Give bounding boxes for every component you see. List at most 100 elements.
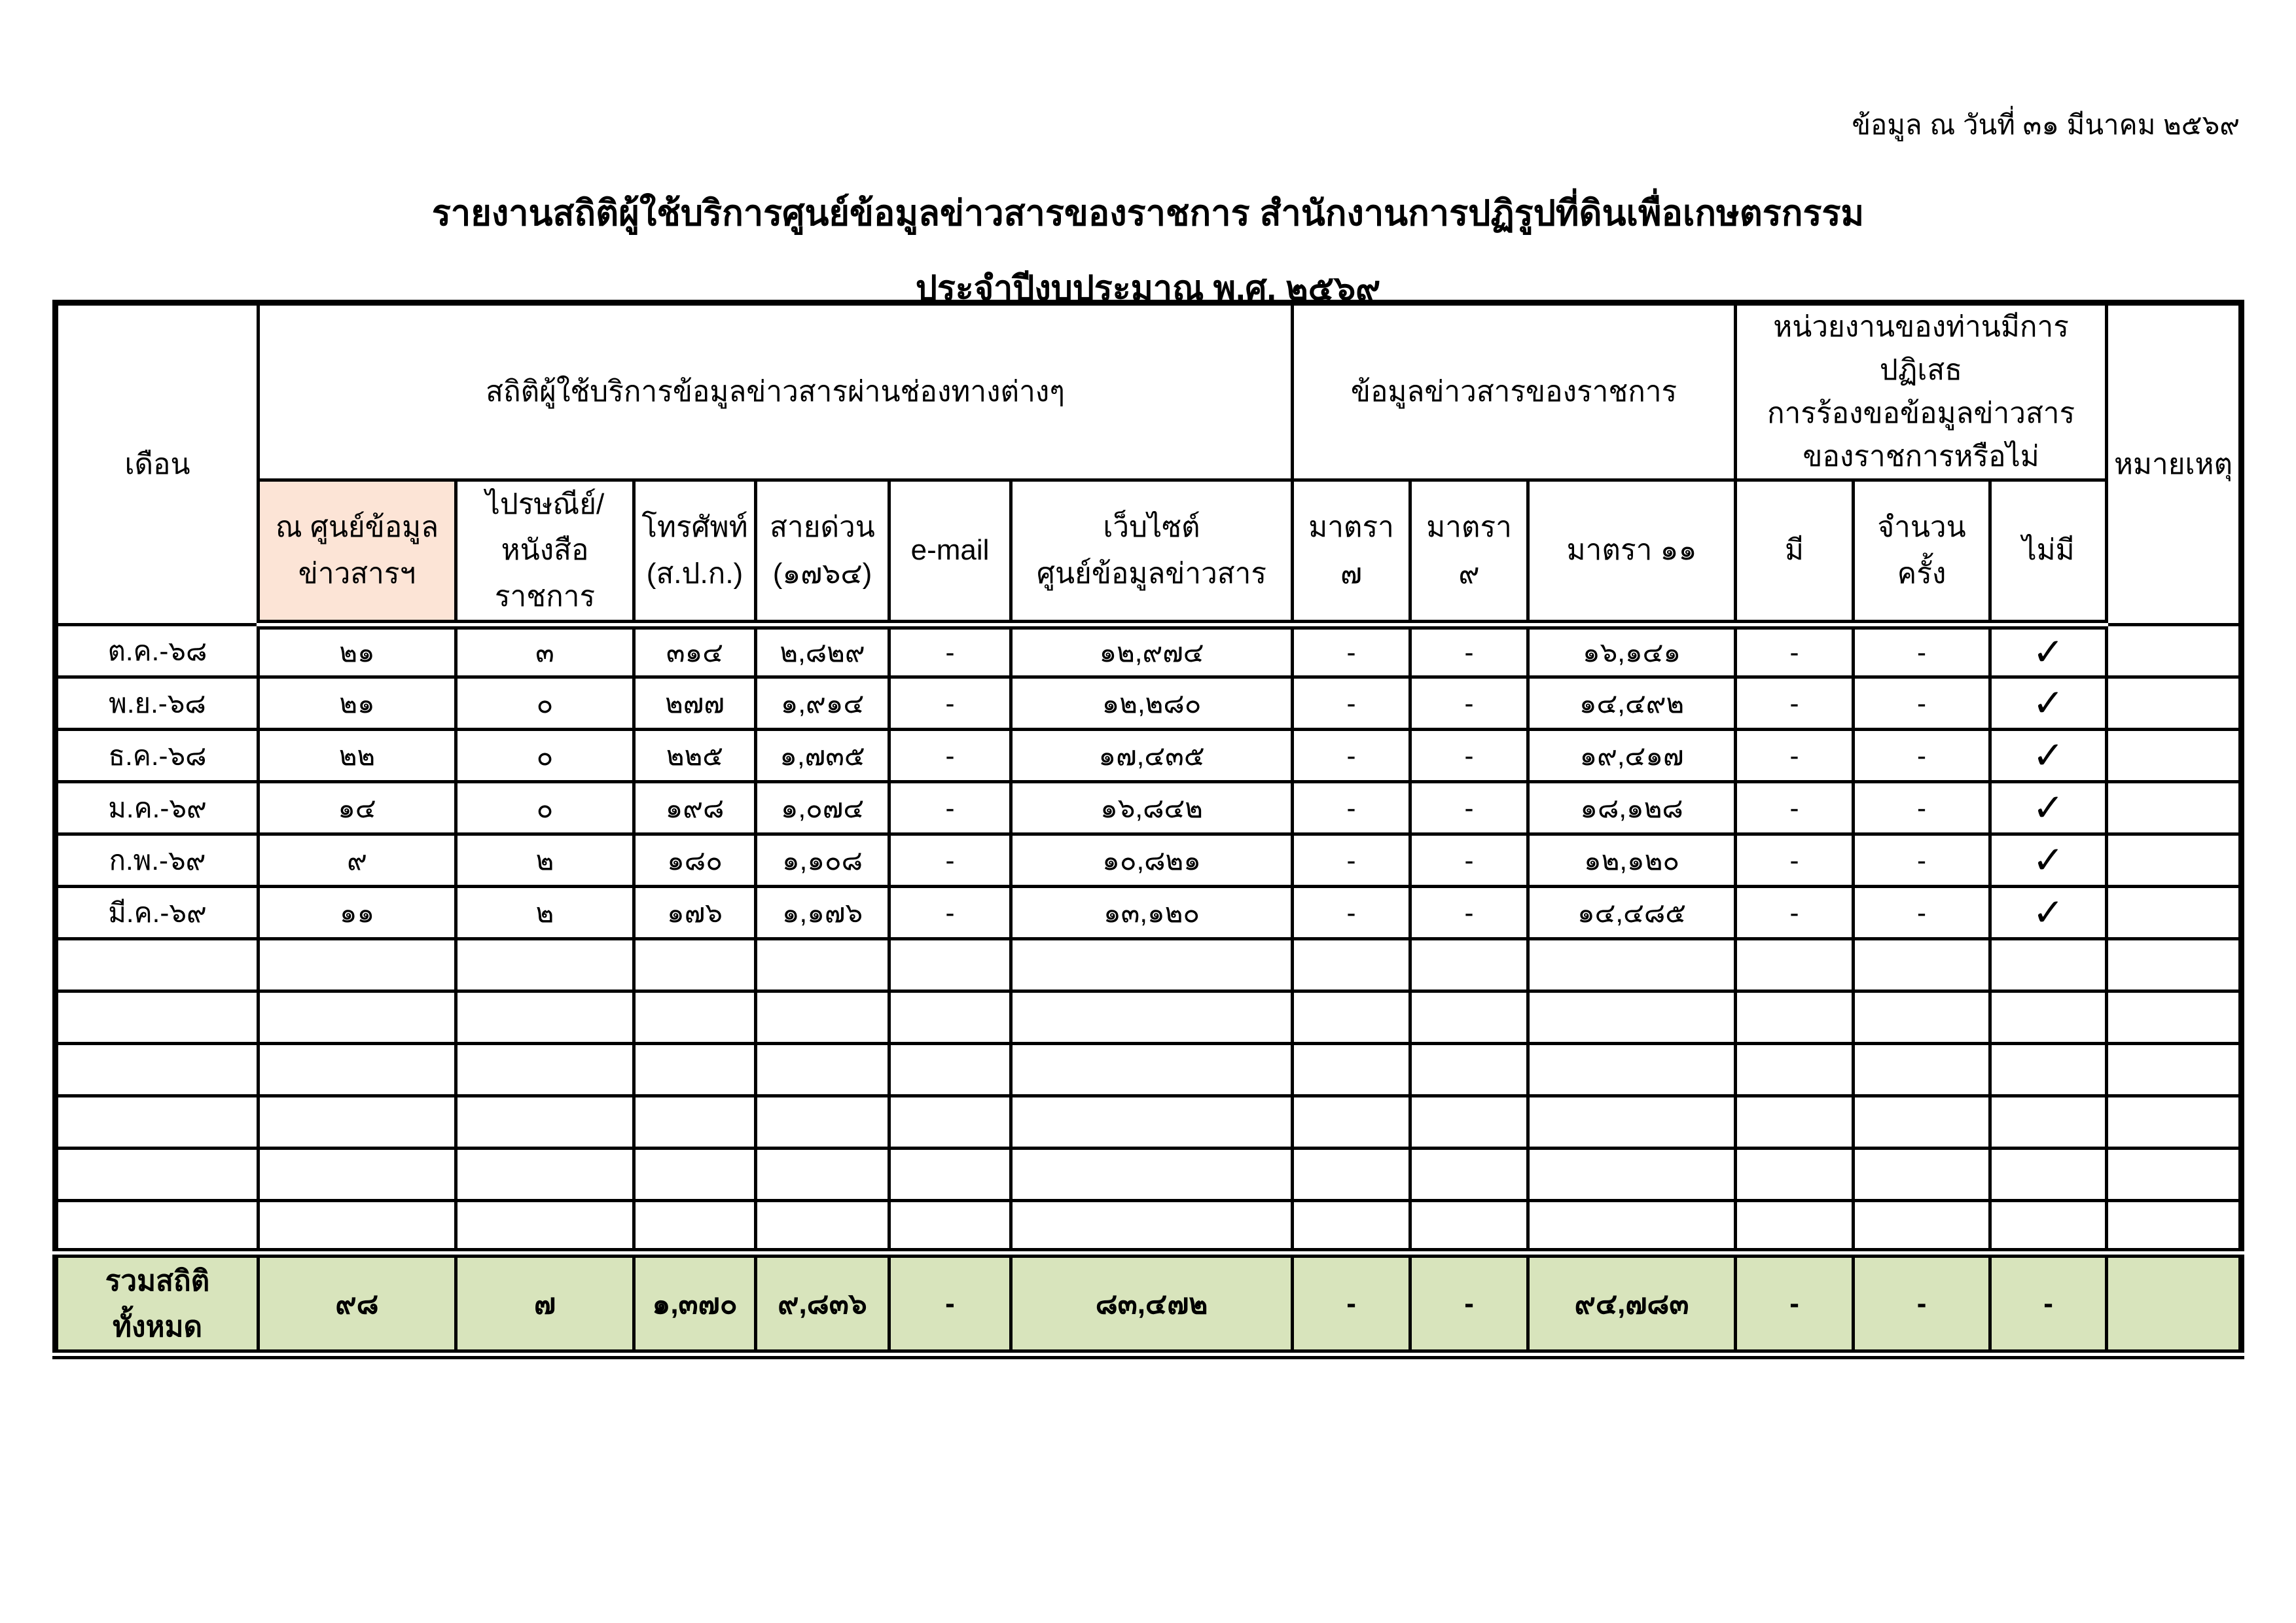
total-value-cell: - [888,1248,1013,1360]
empty-cell [1852,1199,1992,1255]
empty-cell [1852,1094,1992,1150]
total-value-cell: ๙๔,๗๘๓ [1526,1248,1738,1360]
empty-cell [1408,990,1530,1046]
empty-cell [454,990,636,1046]
month-cell: ธ.ค.-๖๘ [54,728,260,784]
empty-cell [1526,1094,1738,1150]
empty-cell [1408,1147,1530,1203]
total-value-cell: ๗ [454,1248,636,1360]
value-cell: ๒ [454,832,636,889]
sub-header-line: ศูนย์ข้อมูลข่าวสาร [1037,557,1266,590]
value-cell: ๑,๑๐๘ [754,832,891,889]
remark-cell [2105,885,2244,941]
empty-cell [1291,990,1412,1046]
table-body: ต.ค.-๖๘ ๒๑๓๓๑๔ ๒,๘๒๙-๑๒,๙๗๔- -๑๖,๑๔๑- - ✓ พ.ย.… [54,623,2244,1360]
empty-cell [1988,990,2109,1046]
empty-cell [1988,1094,2109,1150]
value-cell: ๑๗๖ [632,885,757,941]
value-cell: - [1852,623,1992,679]
value-cell: - [1408,623,1530,679]
value-cell: - [1408,728,1530,784]
value-cell: - [1408,780,1530,836]
empty-cell [2105,1094,2244,1150]
value-cell: - [888,832,1013,889]
empty-table-row [54,1094,2244,1150]
value-cell: ๑๙,๔๑๗ [1526,728,1738,784]
group-header-refusal: หน่วยงานของท่านมีการปฏิเสธ การร้องขอข้อม… [1734,301,2109,482]
empty-cell [888,1094,1013,1150]
empty-cell [1291,1094,1412,1150]
sub-header-line: ไม่มี [2022,534,2075,567]
remark-cell [2105,728,2244,784]
sub-header-hotline: สายด่วน (๑๗๖๔) [754,478,891,630]
sub-header-line: ไปรษณีย์/ [485,488,605,520]
empty-cell [54,1042,260,1098]
empty-cell [1852,990,1992,1046]
checkmark-cell: ✓ [1988,832,2109,889]
value-cell: - [1852,675,1992,732]
remark-cell [2105,675,2244,732]
empty-cell [888,1042,1013,1098]
sub-header-line: หนังสือราชการ [494,534,596,613]
empty-cell [1009,1147,1295,1203]
empty-cell [754,1094,891,1150]
checkmark-cell: ✓ [1988,885,2109,941]
value-cell: - [1734,780,1856,836]
table-row: ต.ค.-๖๘ ๒๑๓๓๑๔ ๒,๘๒๙-๑๒,๙๗๔- -๑๖,๑๔๑- - ✓ [54,623,2244,679]
empty-cell [257,990,457,1046]
value-cell: - [888,885,1013,941]
value-cell: ๑๘๐ [632,832,757,889]
empty-cell [1852,1042,1992,1098]
empty-cell [1734,1042,1856,1098]
group-header-refusal-line: ของราชการหรือไม่ [1803,440,2039,473]
value-cell: - [1852,728,1992,784]
group-header-refusal-line: การร้องขอข้อมูลข่าวสาร [1767,397,2075,429]
sub-header-telephone: โทรศัพท์ (ส.ป.ก.) [632,478,757,630]
empty-cell [888,1199,1013,1255]
value-cell: ๑๓,๑๒๐ [1009,885,1295,941]
empty-cell [54,990,260,1046]
value-cell: - [888,623,1013,679]
empty-cell [1408,1042,1530,1098]
value-cell: ๑๒,๙๗๔ [1009,623,1295,679]
empty-cell [754,937,891,993]
empty-cell [1009,937,1295,993]
total-remark-cell [2105,1248,2244,1360]
empty-cell [454,1094,636,1150]
sub-header-no-refusal: ไม่มี [1988,478,2109,630]
value-cell: ๑๖,๑๔๑ [1526,623,1738,679]
empty-cell [454,1042,636,1098]
empty-table-row [54,990,2244,1046]
total-value-cell: - [1988,1248,2109,1360]
sub-header-line: สายด่วน [770,511,875,544]
total-value-cell: ๘๓,๔๗๒ [1009,1248,1295,1360]
data-as-of-date: ข้อมูล ณ วันที่ ๓๑ มีนาคม ๒๕๖๙ [1852,109,2240,140]
value-cell: ๑๖,๘๔๒ [1009,780,1295,836]
value-cell: ๒๒ [257,728,457,784]
sub-header-at-center: ณ ศูนย์ข้อมูล ข่าวสารฯ [257,478,457,630]
empty-cell [1852,1147,1992,1203]
empty-cell [1408,1199,1530,1255]
value-cell: - [1408,675,1530,732]
value-cell: - [1734,623,1856,679]
empty-cell [1009,990,1295,1046]
empty-cell [1988,1042,2109,1098]
sub-header-section-11: มาตรา ๑๑ [1526,478,1738,630]
empty-cell [1009,1199,1295,1255]
empty-cell [1009,1042,1295,1098]
value-cell: ๒๑ [257,675,457,732]
value-cell: - [1408,832,1530,889]
total-value-cell: ๑,๓๗๐ [632,1248,757,1360]
sub-header-email: e-mail [888,478,1013,630]
sub-header-line: มาตรา ๑๑ [1566,534,1697,567]
sub-header-mail-official-letter: ไปรษณีย์/ หนังสือราชการ [454,478,636,630]
month-cell: ก.พ.-๖๙ [54,832,260,889]
month-cell: ม.ค.-๖๙ [54,780,260,836]
total-value-cell: - [1408,1248,1530,1360]
empty-cell [754,990,891,1046]
value-cell: ๑๒,๑๒๐ [1526,832,1738,889]
header-row-sub: ณ ศูนย์ข้อมูล ข่าวสารฯ ไปรษณีย์/ หนังสือ… [56,478,2242,630]
empty-table-row [54,1042,2244,1098]
value-cell: ๒,๘๒๙ [754,623,891,679]
sub-header-has-refusal: มี [1734,478,1856,630]
